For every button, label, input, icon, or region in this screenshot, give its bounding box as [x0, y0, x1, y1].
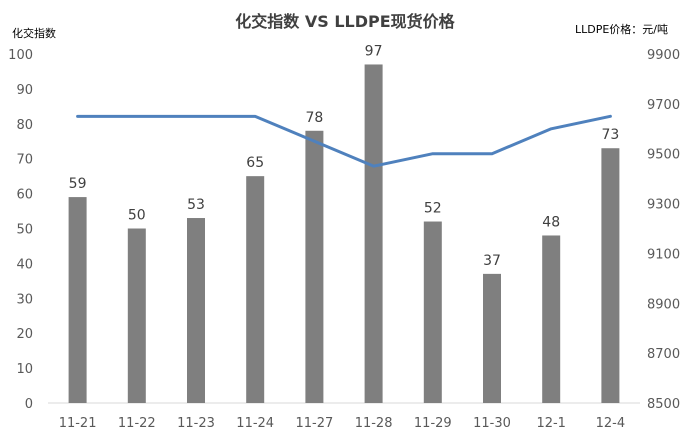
bar — [601, 148, 620, 403]
x-tick-label: 12-1 — [536, 416, 566, 431]
right-tick-label: 9500 — [647, 148, 680, 163]
x-tick-label: 11-27 — [296, 416, 334, 431]
left-tick-label: 30 — [16, 292, 33, 307]
left-tick-label: 90 — [16, 83, 33, 98]
x-axis-ticks: 11-21 11-22 11-23 11-24 11-27 11-28 11-29 11-30… — [59, 416, 625, 431]
bar — [364, 64, 383, 403]
bar — [127, 228, 146, 403]
bar-value-label: 65 — [246, 155, 264, 171]
bar-value-label: 37 — [483, 253, 501, 269]
right-axis-title: LLDPE价格：元/吨 — [575, 22, 668, 36]
x-tick-label: 11-24 — [236, 416, 274, 431]
bar-value-label: 73 — [601, 127, 619, 143]
bar-value-label: 53 — [187, 197, 205, 213]
x-tick-label: 11-29 — [414, 416, 452, 431]
bar-value-label: 59 — [69, 176, 87, 192]
right-tick-label: 8500 — [647, 397, 680, 412]
bar-value-label: 78 — [305, 110, 323, 126]
left-tick-label: 40 — [16, 257, 33, 272]
bar-data-labels: 59 50 53 65 78 97 52 37 48 73 — [69, 43, 620, 268]
right-tick-label: 9300 — [647, 198, 680, 213]
left-tick-label: 80 — [16, 118, 33, 133]
left-axis-ticks: 0 10 20 30 40 50 60 70 80 90 100 — [8, 48, 33, 412]
price-line-series — [76, 114, 612, 168]
x-tick-label: 11-23 — [177, 416, 215, 431]
x-tick-label: 11-30 — [473, 416, 511, 431]
bar — [483, 273, 501, 403]
right-tick-label: 9100 — [647, 247, 680, 262]
left-tick-label: 60 — [16, 188, 33, 203]
bar — [187, 218, 205, 403]
bar — [305, 130, 324, 403]
left-tick-label: 10 — [16, 362, 33, 377]
left-tick-label: 20 — [16, 327, 33, 342]
x-tick-label: 11-21 — [59, 416, 97, 431]
right-tick-label: 8900 — [647, 297, 680, 312]
right-tick-label: 9900 — [647, 48, 680, 63]
bar — [68, 197, 87, 403]
right-tick-label: 8700 — [647, 347, 680, 362]
bar-value-label: 50 — [128, 208, 146, 224]
bar-value-label: 48 — [542, 214, 560, 230]
bar — [246, 176, 265, 403]
bar — [542, 235, 561, 403]
bar-series — [68, 64, 620, 403]
x-tick-label: 11-28 — [355, 416, 393, 431]
x-tick-label: 12-4 — [596, 416, 626, 431]
chart-title: 化交指数 VS LLDPE现货价格 — [235, 12, 455, 31]
left-tick-label: 100 — [8, 48, 33, 63]
left-tick-label: 50 — [16, 223, 33, 238]
bar-value-label: 52 — [424, 201, 442, 217]
right-axis-ticks: 8500 8700 8900 9100 9300 9500 9700 9900 — [647, 48, 680, 412]
left-tick-label: 0 — [25, 397, 33, 412]
price-line — [76, 114, 612, 168]
left-axis-title: 化交指数 — [12, 26, 56, 40]
left-tick-label: 70 — [16, 153, 33, 168]
x-tick-label: 11-22 — [118, 416, 156, 431]
bar — [423, 221, 442, 403]
right-tick-label: 9700 — [647, 98, 680, 113]
bar-value-label: 97 — [365, 43, 383, 59]
